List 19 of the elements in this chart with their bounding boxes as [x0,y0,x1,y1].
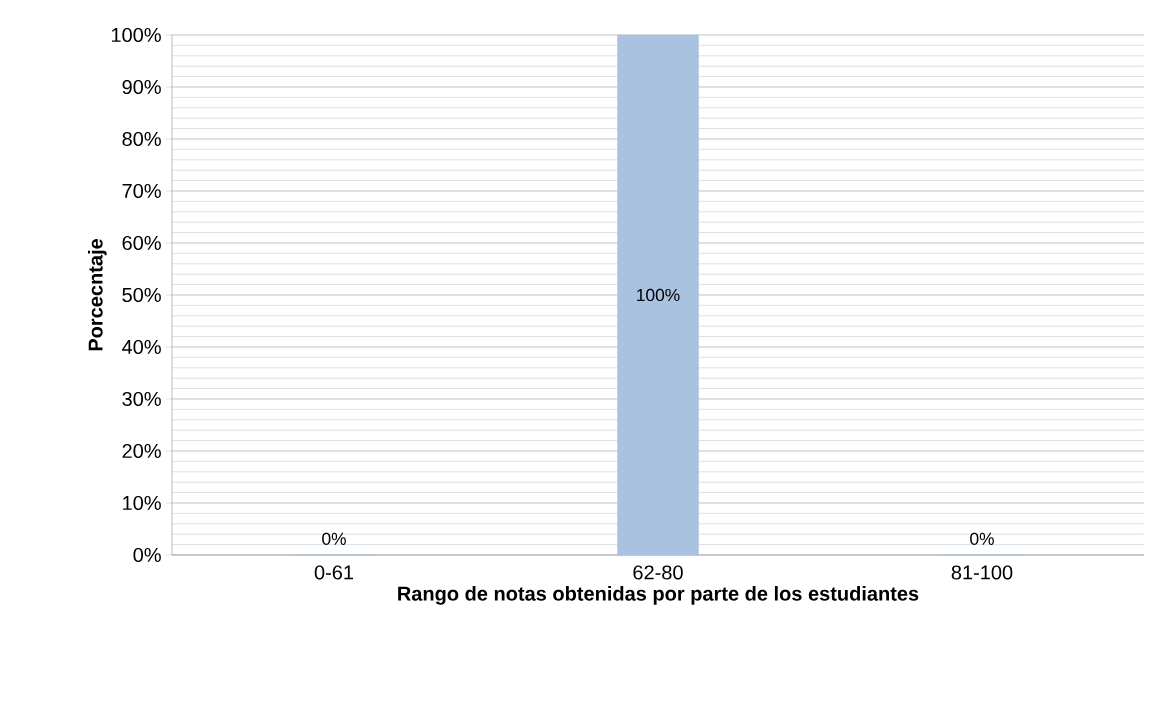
y-axis-title: Porcecntaje [87,238,107,351]
y-tick-label: 30% [122,391,161,407]
y-tick-label: 0% [133,547,161,563]
y-tick-label: 70% [122,183,161,199]
y-tick-label: 60% [122,235,161,251]
y-tick-label: 20% [122,443,161,459]
data-label: 100% [637,288,680,302]
y-tick-label: 80% [122,131,161,147]
y-tick-label: 40% [122,339,161,355]
y-tick-label: 10% [123,495,161,511]
y-tick-label: 50% [122,287,161,303]
data-label: 0% [970,532,994,545]
x-axis-title: Rango de notas obtenidas por parte de los estudiantes [398,586,919,605]
y-tick-label: 100% [111,27,161,43]
data-label: 0% [322,532,346,545]
x-tick-label: 62-80 [633,565,683,580]
y-tick-label: 90% [122,79,161,95]
x-tick-label: 81-100 [951,565,1013,580]
x-tick-label: 0-61 [314,565,354,580]
